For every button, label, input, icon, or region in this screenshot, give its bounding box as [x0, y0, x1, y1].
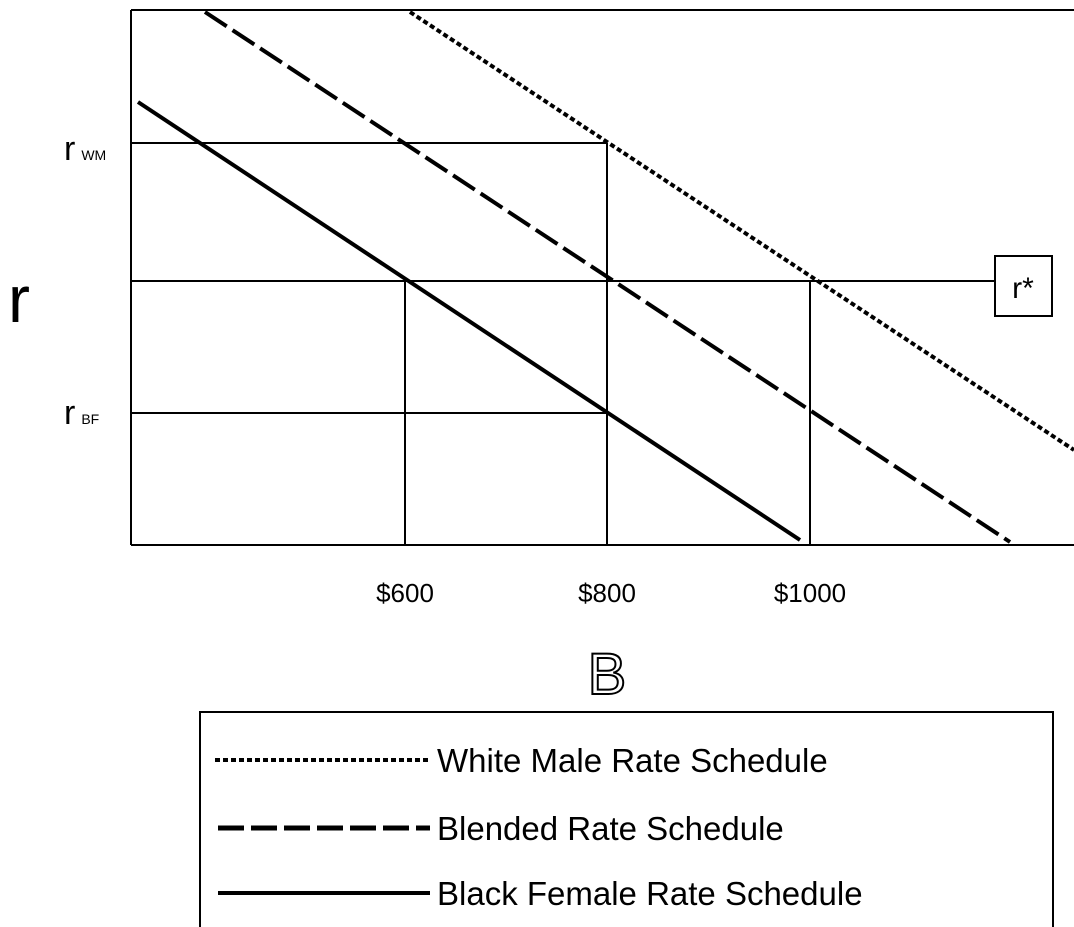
blended-line: [203, 10, 1012, 544]
x-tick-label: $1000: [774, 578, 846, 608]
x-tick-label: $600: [376, 578, 434, 608]
y-tick-sub: WM: [81, 147, 106, 163]
x-axis-label: B: [588, 642, 627, 707]
x-tick-label: $800: [578, 578, 636, 608]
guide-lines: [131, 142, 995, 545]
y-tick-label: r BF: [64, 394, 99, 432]
legend-entry: Black Female Rate Schedule: [437, 875, 863, 912]
white-male-line: [408, 10, 1074, 452]
annotation: r*: [1012, 272, 1034, 305]
frame: [130, 9, 1074, 546]
y-tick-sub: BF: [81, 411, 99, 427]
annotation-box: [994, 255, 1053, 317]
legend: White Male Rate Schedule Blended Rate Sc…: [199, 711, 1054, 927]
legend-entry: Blended Rate Schedule: [437, 810, 784, 847]
y-tick-main: r: [64, 130, 75, 168]
y-tick-label: r WM: [64, 130, 106, 168]
legend-entry: White Male Rate Schedule: [437, 742, 828, 779]
black-female-line: [136, 100, 802, 542]
y-tick-main: r: [64, 394, 75, 432]
y-axis-label: r: [8, 262, 30, 336]
